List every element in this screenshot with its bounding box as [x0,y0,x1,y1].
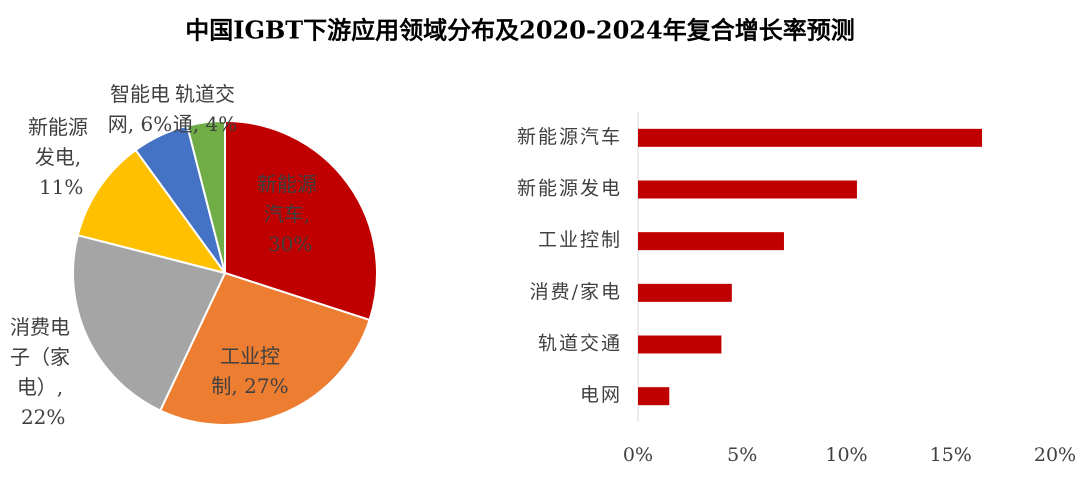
y-tick-label: 工业控制 [538,229,622,251]
x-tick-label: 5% [727,444,757,466]
slice-label: 消费电子（家电）, 22% [10,315,70,429]
slice-label: 新能源发电, 11% [28,115,88,199]
y-tick-label: 轨道交通 [538,333,622,355]
x-tick-label: 10% [825,444,867,466]
x-tick-label: 20% [1034,444,1076,466]
pie-slice [224,119,378,322]
bar [638,283,732,302]
y-tick-label: 电网 [580,384,622,406]
bar [638,180,857,199]
bar [638,387,670,406]
x-tick-label: 0% [623,444,653,466]
slice-label: 轨道交通, 4% [173,82,237,136]
x-tick-label: 15% [930,444,972,466]
y-tick-label: 新能源发电 [517,178,622,200]
pie-slice [185,119,226,274]
slice-label: 智能电网, 6% [108,82,172,136]
pie-slice [158,271,371,426]
bar [638,128,983,147]
chart-title: 中国IGBT下游应用领域分布及2020-2024年复合增长率预测 [185,16,854,45]
y-tick-label: 新能源汽车 [517,126,622,148]
y-tick-label: 消费/家电 [530,281,622,303]
bar [638,232,784,251]
bar [638,335,722,354]
pie-slice [76,148,228,275]
slice-label: 新能源汽车, 30% [257,172,317,256]
pie-slice [72,233,227,412]
slice-label: 工业控制, 27% [211,344,288,398]
